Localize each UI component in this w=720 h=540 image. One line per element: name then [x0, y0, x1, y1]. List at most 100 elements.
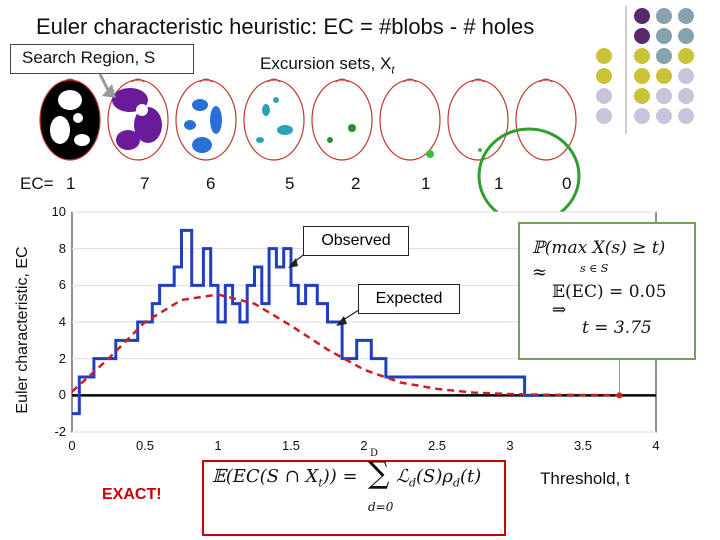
swatch-dot	[678, 8, 694, 24]
swatch-dot	[678, 108, 694, 124]
info-approx: ≈	[532, 262, 548, 283]
excursion-subscript: t	[391, 64, 395, 77]
x-tick-label: 0	[68, 438, 76, 453]
swatch-dot	[634, 68, 650, 84]
formula-lhs-text: 𝔼(EC(S ∩ X	[212, 466, 319, 487]
formula-rhs-end: (S)ρ	[416, 466, 453, 487]
ec-value-1: 1	[66, 174, 76, 193]
swatch-dot	[634, 48, 650, 64]
formula-rhs: ℒd(S)ρd(t)	[396, 466, 481, 490]
swatch-dot	[634, 8, 650, 24]
y-tick-label: 6	[58, 277, 66, 293]
y-tick-label: 2	[58, 350, 66, 366]
ec-value-5: 2	[351, 174, 361, 193]
swatch-dot	[634, 28, 650, 44]
swatch-dot	[634, 108, 650, 124]
brain-notch	[335, 78, 349, 83]
brain-blob-3	[192, 99, 208, 111]
brain-blob-5	[327, 137, 333, 143]
x-tick-label: 2	[360, 438, 368, 453]
brain-notch	[403, 78, 417, 83]
y-tick-label: 0	[58, 387, 66, 403]
y-tick-label: -2	[54, 424, 66, 439]
brain-3	[175, 78, 237, 161]
formula-rhs-sub: d	[408, 476, 417, 490]
brain-blob-1	[74, 134, 90, 146]
ec-value-7: 1	[494, 174, 504, 193]
formula-sum-top: D	[370, 448, 379, 459]
brain-blob-1	[73, 113, 83, 123]
swatch-dot	[656, 28, 672, 44]
brain-blob-5	[348, 124, 356, 132]
excursion-sets-text: Excursion sets, X	[260, 54, 392, 73]
swatch-dot	[656, 68, 672, 84]
y-tick-label: 8	[58, 240, 66, 256]
swatch-dot	[678, 48, 694, 64]
ec-value-6: 1	[421, 174, 431, 193]
formula-sum: ∑	[368, 456, 390, 491]
brain-7	[447, 78, 509, 161]
brain-notch	[267, 78, 281, 83]
brain-blob-7	[478, 148, 482, 152]
search-region-label: Search Region, S	[22, 48, 156, 67]
brain-notch	[63, 78, 77, 83]
slide-title: Euler characteristic heuristic: EC = #bl…	[36, 14, 535, 39]
brain-blob-2	[116, 130, 140, 150]
chart-marks	[71, 228, 656, 416]
observed-callout: Observed	[303, 226, 409, 256]
threshold-point	[616, 392, 623, 399]
brain-blob-1	[58, 90, 82, 110]
brain-row	[39, 73, 577, 161]
x-tick-label: 4	[652, 438, 660, 453]
brain-blob-3	[192, 137, 212, 153]
formula-lhs-sub: t	[318, 476, 323, 490]
y-tick-label: 4	[58, 314, 66, 329]
color-swatches	[596, 6, 694, 134]
brain-blob-2	[136, 104, 148, 116]
search-region-arrow	[98, 73, 116, 98]
brain-notch	[131, 78, 145, 83]
x-tick-label: 1.5	[281, 438, 301, 453]
brain-6	[379, 78, 441, 161]
formula-lhs-end: )) =	[322, 466, 358, 487]
info-implies: ⇒	[552, 300, 567, 320]
formula-rhs-L: ℒ	[396, 466, 409, 487]
info-line1-ge: ≥	[632, 238, 647, 258]
brain-blob-4	[256, 137, 264, 143]
brain-blob-4	[273, 97, 279, 103]
swatch-dot	[678, 28, 694, 44]
brain-outline	[379, 79, 441, 161]
brain-outline	[447, 79, 509, 161]
expected-series	[71, 293, 620, 397]
threshold-info-box	[518, 222, 696, 360]
info-line1-a: ℙ(max X(s)	[532, 238, 633, 258]
swatch-dot	[634, 88, 650, 104]
brain-notch	[199, 78, 213, 83]
info-line1-b: t)	[646, 238, 666, 258]
formula-box	[202, 460, 506, 536]
x-tick-label: 2.5	[427, 438, 447, 453]
swatch-dot	[678, 88, 694, 104]
info-line3: t = 3.75	[582, 318, 652, 338]
brain-blob-1	[50, 116, 70, 144]
y-tick-label: 10	[51, 204, 66, 219]
search-region-box	[10, 44, 194, 74]
brain-notch	[471, 78, 485, 83]
formula-rho-sub: d	[452, 476, 461, 490]
x-tick-label: 3.5	[573, 438, 593, 453]
formula-lhs: 𝔼(EC(S ∩ Xt)) =	[212, 466, 358, 490]
ec-value-3: 6	[206, 174, 216, 193]
brain-blob-3	[210, 106, 222, 134]
brain-blob-6	[426, 150, 434, 158]
ec-value-2: 7	[140, 174, 150, 193]
excursion-sets-label: Excursion sets, Xt	[260, 54, 394, 76]
expected-callout: Expected	[358, 284, 460, 314]
brain-blob-2	[134, 107, 162, 143]
info-line1: ℙ(max X(s) ≥ t)	[532, 238, 665, 258]
swatch-dot	[656, 88, 672, 104]
ec-prefix: EC=	[20, 174, 54, 193]
brain-blob-3	[184, 120, 196, 130]
brain-outline	[175, 79, 237, 161]
info-line2: 𝔼(EC) = 0.05	[552, 282, 667, 302]
x-tick-label: 0.5	[135, 438, 155, 453]
